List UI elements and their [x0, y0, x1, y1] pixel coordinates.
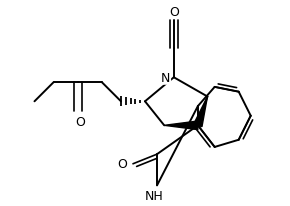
Text: O: O [169, 6, 179, 19]
Text: N: N [161, 71, 170, 84]
Text: O: O [75, 116, 85, 129]
Polygon shape [164, 121, 198, 130]
Text: NH: NH [145, 188, 164, 201]
Polygon shape [194, 97, 207, 127]
Text: O: O [117, 158, 127, 170]
